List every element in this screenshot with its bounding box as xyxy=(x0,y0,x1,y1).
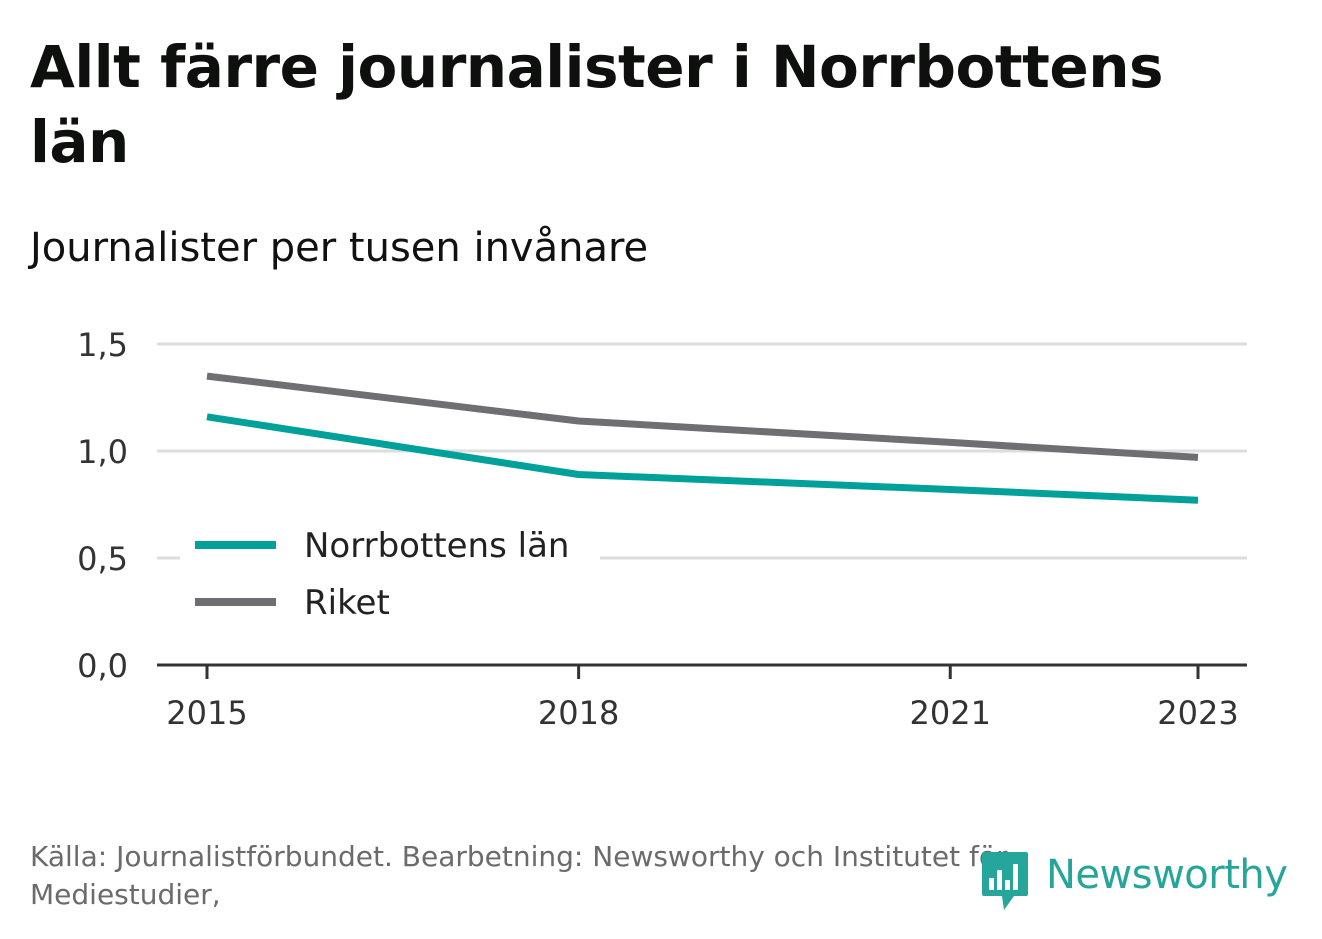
chart-title: Allt färre journalister i Norrbottens lä… xyxy=(30,33,1164,176)
legend-label: Norrbottens län xyxy=(304,526,569,566)
x-tick-label: 2015 xyxy=(166,694,247,732)
x-axis xyxy=(157,663,1247,679)
x-axis-tick-labels: 2015 2018 2021 2023 xyxy=(166,694,1238,732)
y-axis-tick-labels: 0,0 0,5 1,0 1,5 xyxy=(77,326,128,685)
newsworthy-logo: Newsworthy xyxy=(980,845,1300,915)
series-lines xyxy=(206,372,1199,504)
newsworthy-logo-icon xyxy=(982,852,1028,910)
x-tick-label: 2018 xyxy=(538,694,619,732)
legend-label: Riket xyxy=(304,583,390,623)
chart-subtitle: Journalister per tusen invånare xyxy=(30,225,649,271)
legend-background xyxy=(180,520,600,640)
series-line-riket xyxy=(206,372,1199,461)
series-line-norrbottens-lan xyxy=(206,413,1199,504)
x-tick-label: 2023 xyxy=(1157,694,1238,732)
y-tick-label: 1,0 xyxy=(77,433,128,471)
newsworthy-logo-text: Newsworthy xyxy=(1046,852,1288,898)
source-note: Källa: Journalistförbundet. Bearbetning:… xyxy=(30,840,1008,911)
legend: Norrbottens län Riket xyxy=(180,520,600,640)
y-tick-label: 0,5 xyxy=(77,540,128,578)
y-tick-label: 0,0 xyxy=(77,647,128,685)
y-tick-label: 1,5 xyxy=(77,326,128,364)
x-tick-label: 2021 xyxy=(910,694,991,732)
